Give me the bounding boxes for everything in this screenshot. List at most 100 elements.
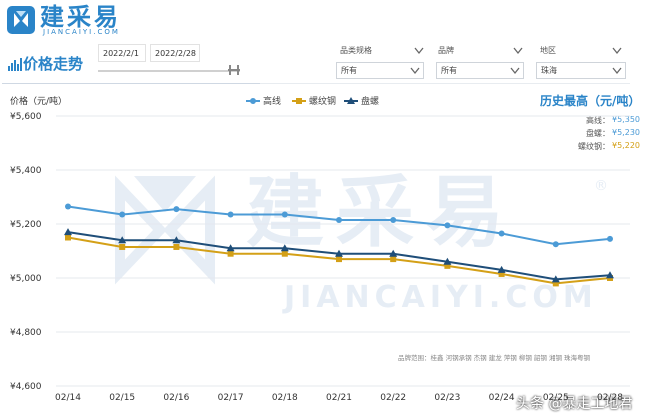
legend-marker-triangle <box>344 96 358 105</box>
watermark-logo-icon <box>115 175 215 285</box>
history-high-label-panluo: 盘螺： <box>586 129 610 138</box>
x-tick-label: 02/21 <box>326 393 352 403</box>
data-point <box>119 211 126 218</box>
date-range-slider-track[interactable] <box>98 70 240 72</box>
region-filter-value: 珠海 <box>541 66 557 75</box>
start-date-input[interactable]: 2022/2/1 <box>98 44 146 62</box>
data-point <box>119 243 126 250</box>
chevron-down-icon[interactable] <box>612 46 622 55</box>
history-high-title: 历史最高（元/吨） <box>540 94 641 108</box>
legend-marker-circle <box>246 97 260 105</box>
data-point <box>497 265 506 273</box>
chevron-down-icon <box>410 67 420 75</box>
x-tick-label: 02/16 <box>163 393 189 403</box>
watermark-subtext: JIANCAIYI.COM <box>284 280 598 315</box>
x-tick-label: 02/24 <box>489 393 515 403</box>
data-point <box>227 250 234 257</box>
region-filter-label: 地区 <box>540 46 556 55</box>
x-tick-label: 02/14 <box>55 393 81 403</box>
x-tick-label: 02/18 <box>272 393 298 403</box>
watermark-text: 建采易 <box>246 168 517 258</box>
logo-name: 建采易 <box>40 3 121 31</box>
region-filter-select[interactable]: 珠海 <box>536 62 626 79</box>
x-tick-label: 02/23 <box>434 393 460 403</box>
logo-mark-icon <box>7 6 35 34</box>
legend-marker-square <box>292 97 306 105</box>
data-point <box>64 228 72 236</box>
data-point <box>444 222 451 229</box>
history-high-value-panluo: ¥5,230 <box>612 128 640 137</box>
legend-label: 螺纹钢 <box>309 97 337 107</box>
legend-item-luowengang[interactable]: 螺纹钢 <box>292 94 336 107</box>
data-point <box>227 211 234 218</box>
data-point <box>173 243 180 250</box>
data-point <box>498 270 505 277</box>
data-point <box>390 256 397 263</box>
logo-subtitle: JIANCAIYI.COM <box>43 28 120 36</box>
chevron-down-icon <box>510 67 520 75</box>
data-point <box>606 271 614 279</box>
legend-item-panluo[interactable]: 盘螺 <box>344 94 379 107</box>
page-title: 价格走势 <box>23 55 84 73</box>
header-divider <box>260 83 630 84</box>
data-point <box>498 230 505 237</box>
legend-label: 高线 <box>263 97 282 107</box>
end-date-input[interactable]: 2022/2/28 <box>150 44 200 62</box>
data-point <box>335 249 343 257</box>
y-tick-label: ¥4,800 <box>10 328 42 338</box>
credit-watermark: 头条 @暴走工地君 <box>516 396 633 412</box>
data-point <box>281 250 288 257</box>
chevron-down-icon[interactable] <box>513 46 523 55</box>
data-point <box>607 235 613 242</box>
legend-label: 盘螺 <box>361 97 380 107</box>
series-line-0 <box>67 205 611 246</box>
chevron-down-icon[interactable] <box>414 46 424 55</box>
y-tick-label: ¥4,600 <box>10 382 42 392</box>
brand-range-note: 品牌范围：桂鑫 河钢承钢 杰钢 建龙 萍钢 柳钢 韶钢 湘钢 珠海粤钢 <box>398 354 591 362</box>
category-filter-value: 所有 <box>341 66 357 75</box>
x-tick-label: 02/25 <box>543 393 569 403</box>
data-point <box>336 256 342 263</box>
data-point <box>390 216 397 223</box>
bar-chart-icon <box>8 58 22 71</box>
x-tick-label: 02/28 <box>597 393 623 403</box>
y-tick-label: ¥5,000 <box>10 274 42 284</box>
data-point <box>118 236 127 244</box>
x-tick-label: 02/22 <box>380 393 406 403</box>
data-point <box>173 206 180 213</box>
history-high-label-gaoxian: 高线： <box>586 116 610 125</box>
brand-filter-select[interactable]: 所有 <box>436 62 524 79</box>
legend-item-gaoxian[interactable]: 高线 <box>246 94 281 107</box>
x-tick-label: 02/15 <box>109 393 135 403</box>
brand-filter-label: 品牌 <box>438 46 454 55</box>
data-point <box>172 236 181 244</box>
data-point <box>65 203 71 210</box>
history-high-value-luowengang: ¥5,220 <box>612 141 640 150</box>
data-point <box>281 211 288 218</box>
data-point <box>552 280 559 287</box>
history-high-label-luowengang: 螺纹钢： <box>578 142 610 151</box>
data-point <box>226 244 235 252</box>
date-range-slider-handle[interactable] <box>228 64 240 76</box>
category-filter-label: 品类规格 <box>340 46 372 55</box>
watermark-registered-mark: ® <box>594 178 608 194</box>
y-tick-label: ¥5,600 <box>10 112 42 122</box>
data-point <box>443 257 452 265</box>
chevron-down-icon <box>612 67 622 75</box>
brand-filter-value: 所有 <box>441 66 457 75</box>
y-tick-label: ¥5,200 <box>10 220 42 230</box>
x-tick-label: 02/17 <box>218 393 244 403</box>
data-point <box>336 216 342 223</box>
data-point <box>552 241 559 248</box>
category-filter-select[interactable]: 所有 <box>336 62 424 79</box>
data-point <box>551 275 560 283</box>
title-underline <box>2 83 260 84</box>
data-point <box>280 244 289 252</box>
data-point <box>389 249 398 257</box>
data-point <box>444 262 451 269</box>
data-point <box>65 234 71 241</box>
y-axis-title: 价格（元/吨） <box>10 97 68 107</box>
history-high-value-gaoxian: ¥5,350 <box>612 115 640 124</box>
y-tick-label: ¥5,400 <box>10 166 42 176</box>
